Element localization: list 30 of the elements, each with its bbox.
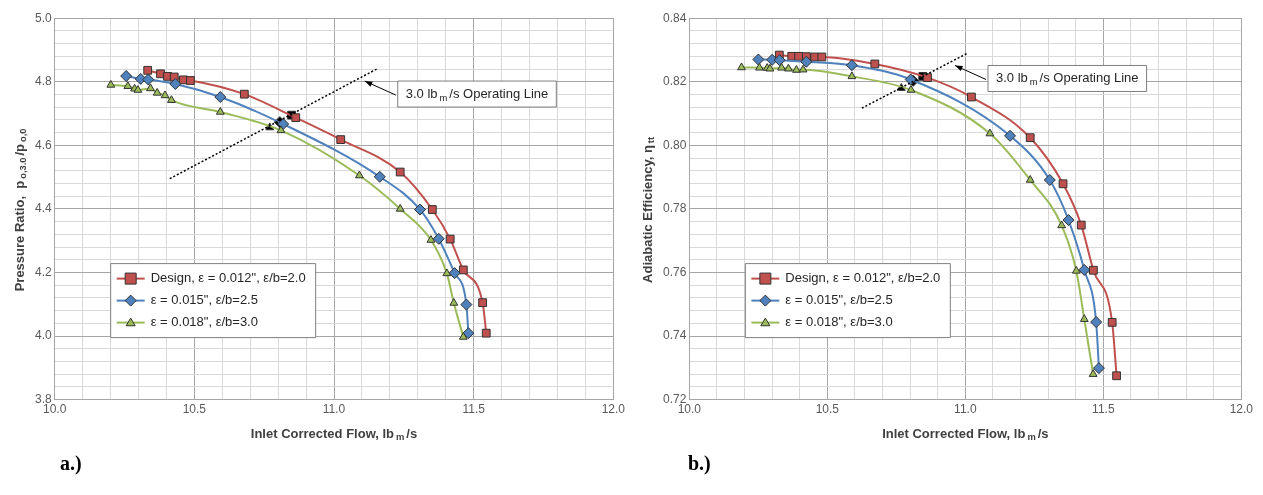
legend-label: ε = 0.015", ε/b=2.5	[150, 292, 258, 308]
y-tick-label: 0.80	[663, 137, 687, 152]
text: b.)	[687, 452, 712, 475]
x-tick-label: 11.5	[462, 402, 486, 417]
legend-label: ε = 0.018", ε/b=3.0	[150, 314, 258, 330]
x-tick-label: 12.0	[1229, 402, 1254, 417]
x-tick-label: 11.0	[954, 402, 977, 417]
y-tick-label: 4.0	[34, 328, 52, 343]
legend-label: Design, ε = 0.012", ε/b=2.0	[150, 270, 306, 286]
y-tick-label: 4.8	[34, 74, 52, 89]
y-tick-label: 0.78	[663, 201, 687, 216]
x-tick-label: 10.5	[182, 402, 207, 417]
text: a.)	[59, 452, 83, 475]
x-tick-label: 10.5	[815, 402, 840, 417]
y-tick-label: 4.4	[34, 201, 52, 216]
x-tick-label: 11.5	[1092, 402, 1115, 417]
y-tick-label: 4.6	[34, 137, 52, 152]
x-tick-label: 11.0	[322, 402, 346, 417]
y-tick-label: 0.82	[663, 74, 687, 89]
legend-label: Design, ε = 0.012", ε/b=2.0	[785, 270, 941, 286]
x-tick-label: 12.0	[601, 402, 626, 417]
legend-label: ε = 0.018", ε/b=3.0	[785, 314, 893, 330]
y-tick-label: 5.0	[34, 10, 52, 25]
y-tick-label: 0.74	[663, 328, 687, 343]
legend-label: ε = 0.015", ε/b=2.5	[785, 292, 893, 308]
y-tick-label: 4.2	[34, 264, 52, 279]
y-axis-title: Pressure Ratio, po,3.0/po,0	[11, 128, 29, 292]
y-axis-title: Adiabatic Efficiency, ηtt	[639, 136, 657, 283]
y-tick-label: 0.76	[663, 264, 687, 279]
y-tick-label: 0.84	[663, 10, 687, 25]
